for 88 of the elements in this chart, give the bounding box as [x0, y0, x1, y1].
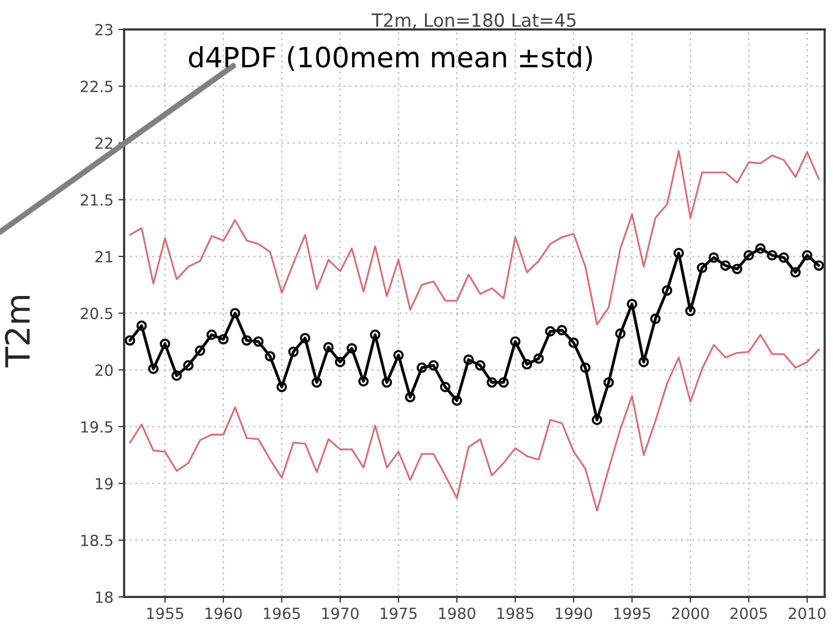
y-tick-label: 19.5 — [81, 421, 112, 433]
y-tick-label: 21.5 — [80, 194, 112, 206]
x-tick-label: 1990 — [556, 608, 592, 620]
point — [440, 382, 450, 392]
point — [382, 377, 392, 388]
x-tick-label: 1955 — [147, 608, 184, 620]
x-tick-label: 1960 — [206, 608, 242, 620]
point — [556, 325, 568, 336]
point — [696, 262, 708, 274]
point — [615, 328, 626, 339]
point — [148, 364, 159, 374]
point — [312, 377, 322, 388]
point — [498, 377, 509, 388]
point — [802, 250, 812, 261]
y-tick-label: 20 — [95, 364, 113, 376]
point — [288, 346, 299, 357]
point — [404, 392, 416, 402]
y-tick-label: 21 — [95, 250, 112, 262]
point — [533, 353, 544, 364]
point — [708, 252, 719, 263]
point — [790, 267, 801, 278]
point — [370, 330, 380, 340]
x-tick-label: 2010 — [788, 608, 826, 620]
line-series — [129, 150, 820, 326]
y-tick-label: 22 — [95, 137, 112, 149]
y-tick-label: 22.5 — [80, 80, 112, 92]
point — [416, 362, 428, 373]
x-tick-label: 1985 — [497, 608, 534, 620]
y-tick-label: 18 — [96, 591, 113, 603]
point — [732, 264, 742, 274]
point — [744, 250, 754, 261]
x-tick-label: 1970 — [322, 608, 359, 620]
point — [206, 330, 217, 340]
point — [124, 335, 136, 346]
point — [510, 336, 520, 347]
point — [720, 260, 731, 271]
point — [650, 314, 661, 324]
point — [452, 395, 462, 406]
y-tick-label: 23 — [95, 24, 112, 36]
y-axis-title: T2m — [4, 296, 30, 368]
point — [393, 350, 404, 360]
point — [463, 354, 474, 365]
point — [755, 243, 766, 254]
y-tick-label: 19 — [96, 478, 113, 490]
point — [346, 343, 358, 354]
point — [218, 334, 229, 344]
point — [358, 376, 369, 386]
y-tick-label: 18.5 — [81, 534, 112, 546]
x-tick-label: 1995 — [614, 608, 650, 620]
point — [242, 335, 252, 346]
point — [638, 356, 649, 368]
x-tick-label: 2005 — [730, 608, 767, 620]
x-tick-label: 1965 — [264, 608, 300, 620]
y-tick-label: 20.5 — [80, 308, 112, 320]
point — [592, 414, 602, 426]
point — [300, 332, 310, 344]
chart-title: T2m, Lon=180 Lat=45 — [372, 13, 576, 29]
point — [486, 377, 498, 388]
point — [428, 360, 439, 371]
point — [230, 308, 240, 318]
point — [334, 356, 346, 368]
point — [276, 382, 287, 392]
point — [253, 336, 264, 347]
x-tick-label: 1975 — [380, 608, 417, 620]
point — [264, 351, 276, 362]
annotation: d4PDF (100mem mean ±std) — [188, 46, 592, 71]
x-tick-label: 2000 — [672, 608, 709, 620]
point — [568, 337, 579, 348]
point — [160, 338, 170, 350]
point — [171, 370, 182, 381]
point — [136, 320, 147, 331]
point — [603, 377, 614, 388]
point — [183, 360, 194, 371]
point — [685, 306, 696, 316]
point — [662, 285, 672, 296]
point — [766, 250, 778, 261]
point — [475, 360, 486, 371]
point — [545, 326, 556, 337]
point — [194, 345, 206, 356]
point — [522, 359, 532, 370]
point — [674, 248, 684, 258]
x-tick-label: 1980 — [439, 608, 476, 620]
point — [580, 362, 591, 373]
point — [323, 342, 334, 352]
point — [814, 260, 824, 271]
point — [778, 252, 790, 263]
line-series — [129, 334, 820, 512]
point — [626, 298, 638, 310]
